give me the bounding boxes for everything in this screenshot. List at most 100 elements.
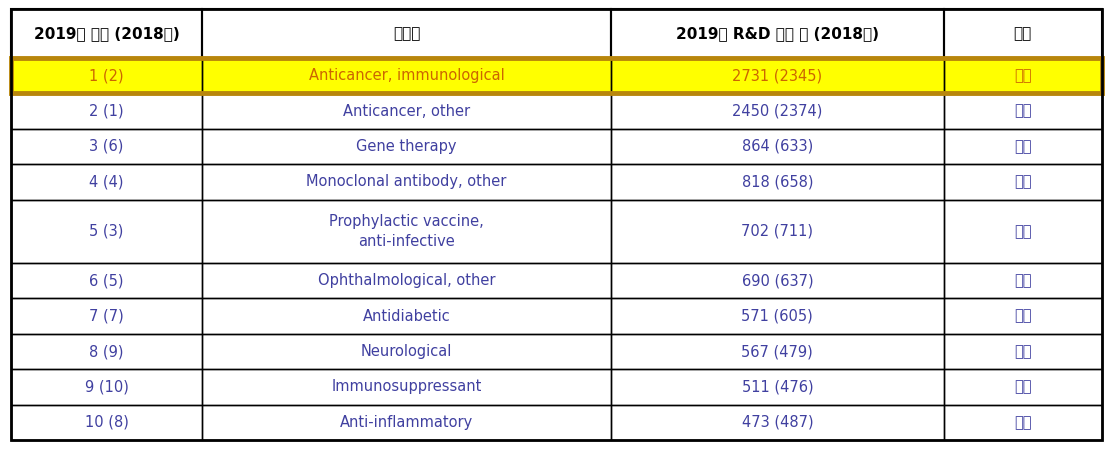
Bar xyxy=(11,263,203,299)
Bar xyxy=(11,129,1102,164)
Text: 9 (10): 9 (10) xyxy=(85,379,128,394)
Bar xyxy=(611,58,944,93)
Text: Prophylactic vaccine,
anti-infective: Prophylactic vaccine, anti-infective xyxy=(329,214,484,249)
Text: Ophthalmological, other: Ophthalmological, other xyxy=(318,273,495,288)
Bar xyxy=(203,263,611,299)
Bar xyxy=(203,93,611,129)
Bar xyxy=(11,93,203,129)
Text: 864 (633): 864 (633) xyxy=(741,139,812,154)
Bar xyxy=(944,299,1102,334)
Bar xyxy=(203,164,611,199)
Bar xyxy=(611,263,944,299)
Bar xyxy=(203,9,611,58)
Text: 6 (5): 6 (5) xyxy=(89,273,124,288)
Bar xyxy=(944,93,1102,129)
Bar xyxy=(11,199,1102,263)
Bar xyxy=(944,405,1102,440)
Bar xyxy=(611,93,944,129)
Bar xyxy=(11,93,1102,129)
Bar xyxy=(11,58,203,93)
Bar xyxy=(611,199,944,263)
Text: 702 (711): 702 (711) xyxy=(741,224,814,239)
Text: 10 (8): 10 (8) xyxy=(85,415,128,430)
Text: 증가: 증가 xyxy=(1014,139,1032,154)
Text: 818 (658): 818 (658) xyxy=(741,174,814,189)
Bar xyxy=(611,369,944,405)
Bar xyxy=(11,405,203,440)
Bar xyxy=(11,129,203,164)
Bar xyxy=(944,164,1102,199)
Text: 3 (6): 3 (6) xyxy=(89,139,124,154)
Text: Anti-inflammatory: Anti-inflammatory xyxy=(339,415,473,430)
Bar xyxy=(11,58,1102,93)
Text: 2 (1): 2 (1) xyxy=(89,104,124,119)
Bar xyxy=(611,334,944,369)
Bar xyxy=(203,9,611,58)
Bar xyxy=(944,129,1102,164)
Text: Gene therapy: Gene therapy xyxy=(356,139,456,154)
Bar xyxy=(11,299,1102,334)
Text: 증가: 증가 xyxy=(1014,68,1032,83)
Bar xyxy=(611,9,944,58)
Text: Anticancer, immunological: Anticancer, immunological xyxy=(308,68,504,83)
Bar xyxy=(11,164,203,199)
Bar xyxy=(611,164,944,199)
Text: 증가: 증가 xyxy=(1014,379,1032,394)
Text: 감소: 감소 xyxy=(1014,308,1032,324)
Bar xyxy=(11,263,1102,299)
Text: 증가: 증가 xyxy=(1014,273,1032,288)
Bar xyxy=(11,334,1102,369)
Text: 1 (2): 1 (2) xyxy=(89,68,124,83)
Text: Immunosuppressant: Immunosuppressant xyxy=(332,379,482,394)
Text: 690 (637): 690 (637) xyxy=(741,273,814,288)
Bar xyxy=(11,9,203,58)
Bar xyxy=(203,129,611,164)
Text: 2019년 R&D 물질 수 (2018년): 2019년 R&D 물질 수 (2018년) xyxy=(676,26,879,41)
Bar xyxy=(11,58,1102,93)
Text: 511 (476): 511 (476) xyxy=(741,379,814,394)
Text: 473 (487): 473 (487) xyxy=(741,415,814,430)
Bar xyxy=(944,369,1102,405)
Bar xyxy=(11,164,1102,199)
Text: 567 (479): 567 (479) xyxy=(741,344,814,359)
Bar xyxy=(11,405,1102,440)
Bar xyxy=(944,58,1102,93)
Bar xyxy=(611,299,944,334)
Text: Monoclonal antibody, other: Monoclonal antibody, other xyxy=(306,174,506,189)
Bar xyxy=(11,369,203,405)
Text: 2019년 순위 (2018년): 2019년 순위 (2018년) xyxy=(33,26,179,41)
Bar xyxy=(203,58,611,93)
Bar xyxy=(11,299,203,334)
Bar xyxy=(11,9,203,58)
Text: 7 (7): 7 (7) xyxy=(89,308,124,324)
Bar xyxy=(203,299,611,334)
Bar xyxy=(11,199,203,263)
Text: 증가: 증가 xyxy=(1014,104,1032,119)
Bar xyxy=(203,334,611,369)
Bar xyxy=(611,9,944,58)
Text: Neurological: Neurological xyxy=(361,344,452,359)
Bar xyxy=(944,263,1102,299)
Text: 증가: 증가 xyxy=(1014,344,1032,359)
Text: 경향: 경향 xyxy=(1014,26,1032,41)
Bar xyxy=(203,199,611,263)
Text: 치료법: 치료법 xyxy=(393,26,421,41)
Text: 5 (3): 5 (3) xyxy=(89,224,124,239)
Text: 감소: 감소 xyxy=(1014,415,1032,430)
Text: 증가: 증가 xyxy=(1014,174,1032,189)
Bar xyxy=(11,369,1102,405)
Bar xyxy=(944,9,1102,58)
Text: 2731 (2345): 2731 (2345) xyxy=(732,68,823,83)
Bar xyxy=(203,369,611,405)
Bar xyxy=(944,334,1102,369)
Text: 8 (9): 8 (9) xyxy=(89,344,124,359)
Text: 4 (4): 4 (4) xyxy=(89,174,124,189)
Text: Anticancer, other: Anticancer, other xyxy=(343,104,470,119)
Bar xyxy=(944,9,1102,58)
Bar xyxy=(611,405,944,440)
Bar xyxy=(203,405,611,440)
Bar xyxy=(611,129,944,164)
Bar xyxy=(11,334,203,369)
Text: Antidiabetic: Antidiabetic xyxy=(363,308,451,324)
Text: 감소: 감소 xyxy=(1014,224,1032,239)
